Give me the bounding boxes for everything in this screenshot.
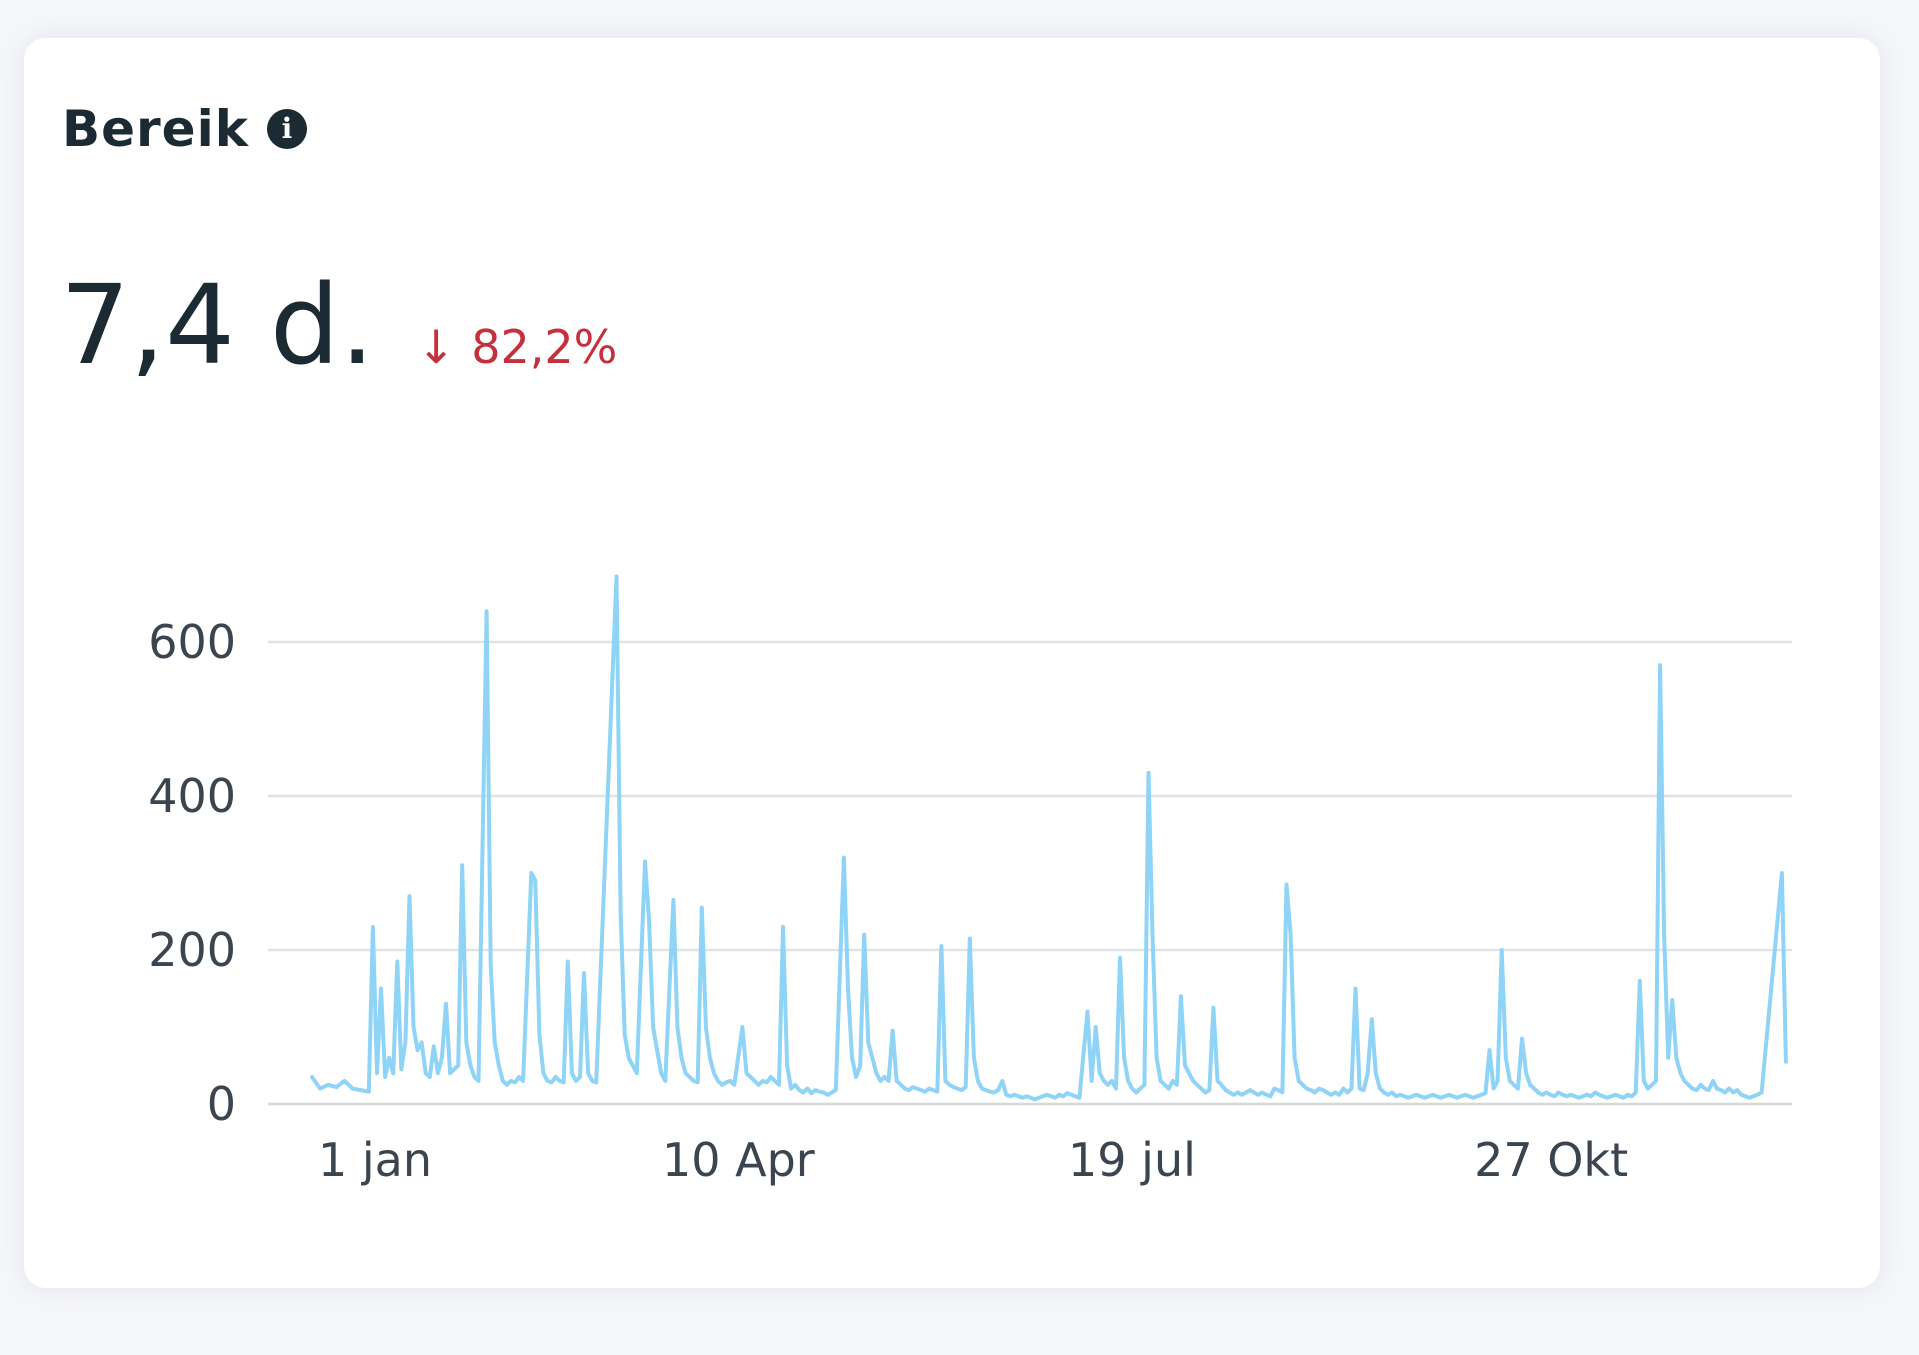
card-title: Bereik: [62, 100, 249, 158]
y-tick-label-200: 200: [148, 923, 236, 977]
x-tick-label-3: 27 Okt: [1474, 1133, 1628, 1187]
x-tick-label-1: 10 Apr: [662, 1133, 815, 1187]
reach-card: [24, 38, 1880, 1288]
y-tick-label-600: 600: [148, 615, 236, 669]
delta-value: 82,2%: [471, 320, 618, 374]
x-tick-label-2: 19 jul: [1068, 1133, 1196, 1187]
metric-row: 7,4 d. ↓ 82,2%: [60, 270, 617, 380]
y-tick-label-400: 400: [148, 769, 236, 823]
info-icon[interactable]: i: [266, 109, 307, 149]
delta-badge: ↓ 82,2%: [417, 320, 618, 374]
y-tick-label-0: 0: [207, 1077, 236, 1131]
metric-value: 7,4 d.: [60, 261, 375, 389]
x-tick-label-0: 1 jan: [318, 1133, 432, 1187]
series-line-0: [310, 574, 1788, 1102]
card-header: Bereik i: [62, 100, 307, 158]
arrow-down-icon: ↓: [416, 320, 456, 374]
